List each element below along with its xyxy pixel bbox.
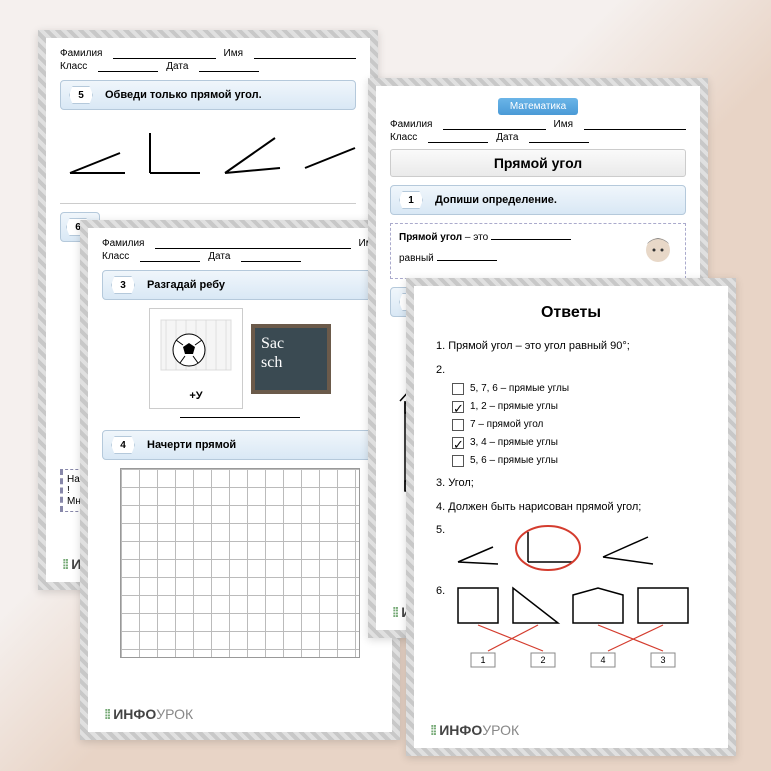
date-label: Дата <box>166 61 188 72</box>
surname-label: Фамилия <box>60 48 102 59</box>
task-4-text: Начерти прямой <box>147 439 236 451</box>
answer-2-option: 1, 2 – прямые углы <box>452 399 714 415</box>
answer-1: 1. Прямой угол – это угол равный 90°; <box>436 338 714 356</box>
answer-5-figure <box>448 522 688 577</box>
answer-2-option: 5, 6 – прямые углы <box>452 453 714 469</box>
header-row-2: Класс Дата <box>60 61 356 72</box>
checkbox-icon <box>452 401 464 413</box>
task-3-text: Разгадай ребу <box>147 279 225 291</box>
angles-figure <box>60 118 360 188</box>
task-1-text: Допиши определение. <box>435 194 557 206</box>
rebus-suffix: +У <box>156 390 236 402</box>
task-4-number: 4 <box>111 436 135 454</box>
checkbox-icon <box>452 383 464 395</box>
answer-6: 6. 1243 <box>436 583 714 673</box>
drawing-grid <box>120 468 360 658</box>
worksheet-title: Прямой угол <box>390 149 686 177</box>
answer-5: 5. <box>436 522 714 577</box>
task-4-bar: 4 Начерти прямой <box>102 430 378 460</box>
task-5-bar: 5 Обведи только прямой угол. <box>60 80 356 110</box>
rebus-ball: +У <box>149 308 243 409</box>
name-label: Имя <box>224 48 243 59</box>
task-3-bar: 3 Разгадай ребу <box>102 270 378 300</box>
answers-page: Ответы 1. Прямой угол – это угол равный … <box>406 278 736 756</box>
subject-tag: Математика <box>498 98 578 115</box>
logo: ⁞⁞ ИНФОУРОК <box>104 706 193 722</box>
svg-text:2: 2 <box>541 655 546 665</box>
task-5-number: 5 <box>69 86 93 104</box>
task-5-text: Обведи только прямой угол. <box>105 89 262 101</box>
task-1-number: 1 <box>399 191 423 209</box>
svg-text:1: 1 <box>481 655 486 665</box>
svg-text:4: 4 <box>601 655 606 665</box>
answer-6-figure: 1 2 4 3 <box>448 583 708 673</box>
answer-2-option: 3, 4 – прямые углы <box>452 435 714 451</box>
checkbox-icon <box>452 419 464 431</box>
task-3-number: 3 <box>111 276 135 294</box>
answer-2: 2. 5, 7, 6 – прямые углы1, 2 – прямые уг… <box>436 362 714 470</box>
answers-title: Ответы <box>428 304 714 322</box>
chalkboard: Sac sch <box>251 324 331 394</box>
logo: ⁞⁞ ИНФОУРОК <box>430 722 519 738</box>
checkbox-icon <box>452 455 464 467</box>
character-icon <box>639 232 677 270</box>
answer-4: 4. Должен быть нарисован прямой угол; <box>436 499 714 517</box>
class-label: Класс <box>60 61 87 72</box>
task-1-bar: 1 Допиши определение. <box>390 185 686 215</box>
header-row-1: Фамилия Имя <box>102 238 378 249</box>
answer-2-option: 7 – прямой угол <box>452 417 714 433</box>
header-row-1: Фамилия Имя <box>60 48 356 59</box>
answer-2-option: 5, 7, 6 – прямые углы <box>452 381 714 397</box>
checkbox-icon <box>452 437 464 449</box>
svg-text:3: 3 <box>661 655 666 665</box>
worksheet-page-2: Фамилия Имя Класс Дата 3 Разгадай ребу +… <box>80 220 400 740</box>
definition-box: Прямой угол – это равный <box>390 223 686 279</box>
header-row-2: Класс Дата <box>102 251 378 262</box>
answer-3: 3. Угол; <box>436 475 714 493</box>
